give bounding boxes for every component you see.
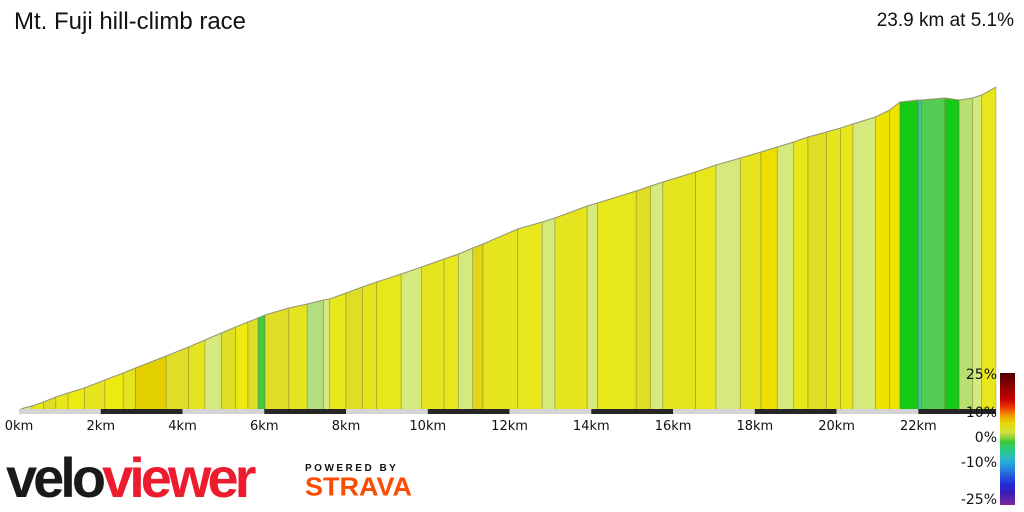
profile-segment	[662, 171, 696, 411]
scale-bar-segment	[591, 409, 674, 414]
scale-bar-segment	[19, 409, 101, 414]
page-title: Mt. Fuji hill-climb race	[14, 8, 247, 35]
profile-segment	[586, 202, 598, 411]
profile-segment	[852, 116, 876, 411]
profile-segment	[188, 339, 206, 411]
profile-segment	[306, 299, 324, 411]
profile-segment	[165, 346, 190, 411]
gradient-legend-label: -10%	[960, 454, 997, 471]
x-tick-label: 4km	[168, 419, 196, 434]
profile-segment	[67, 387, 85, 411]
veloviewer-logo-viewer: viewer	[102, 446, 256, 509]
profile-segment	[695, 164, 717, 411]
scale-bar-segment	[509, 409, 592, 414]
profile-segment	[541, 217, 556, 411]
x-tick-label: 20km	[818, 419, 855, 434]
profile-segment	[204, 332, 222, 411]
profile-segment	[650, 181, 664, 411]
x-tick-label: 0km	[5, 419, 33, 434]
profile-segment	[517, 221, 543, 411]
profile-segment	[235, 321, 249, 411]
gradient-legend-label: 0%	[974, 429, 997, 446]
profile-segment	[793, 136, 809, 411]
scale-bar-segment	[754, 409, 837, 414]
profile-segment	[875, 109, 891, 411]
scale-bar-segment	[346, 409, 428, 414]
profile-segment	[55, 392, 69, 411]
profile-segment	[220, 326, 237, 411]
scale-bar-segment	[100, 409, 183, 414]
profile-segment	[921, 97, 946, 411]
profile-segment	[443, 253, 459, 411]
profile-segment	[899, 99, 919, 411]
profile-segment	[972, 94, 983, 411]
profile-segment	[288, 303, 308, 411]
profile-segment	[981, 86, 997, 411]
veloviewer-logo-velo: velo	[6, 446, 106, 509]
gradient-legend-label: -25%	[960, 492, 997, 508]
profile-segment	[264, 307, 290, 411]
profile-segment	[31, 401, 44, 411]
ride-summary: 23.9 km at 5.1%	[876, 10, 1014, 31]
scale-bar-segment	[836, 409, 919, 414]
x-tick-label: 22km	[900, 419, 937, 434]
profile-segment	[376, 273, 402, 411]
profile-segment	[776, 141, 795, 411]
profile-segment	[958, 97, 974, 411]
profile-segment	[889, 101, 901, 411]
gradient-legend-bar	[1000, 373, 1015, 505]
x-tick-label: 18km	[736, 419, 773, 434]
profile-segment	[482, 228, 519, 411]
profile-segment	[807, 131, 827, 411]
x-tick-label: 12km	[491, 419, 528, 434]
strava-wordmark: STRAVA	[305, 472, 412, 502]
scale-bar-segment	[918, 409, 996, 414]
profile-segment	[840, 123, 854, 411]
x-tick-label: 10km	[409, 419, 446, 434]
profile-segment	[345, 286, 363, 411]
profile-segment	[421, 258, 445, 411]
profile-segment	[597, 190, 637, 411]
profile-segment	[825, 127, 842, 411]
profile-segment	[122, 367, 136, 411]
profile-segment	[917, 99, 922, 411]
profile-segment	[43, 396, 57, 411]
profile-segment	[740, 151, 762, 411]
scale-bar-segment	[673, 409, 755, 414]
profile-segment	[135, 355, 167, 411]
profile-segment	[247, 317, 259, 411]
profile-top-edge	[18, 86, 997, 411]
profile-segment	[400, 266, 423, 411]
profile-segment	[554, 205, 588, 411]
profile-segment	[635, 185, 651, 411]
x-tick-label: 8km	[332, 419, 360, 434]
x-tick-label: 16km	[655, 419, 692, 434]
scale-bar-segment	[182, 409, 265, 414]
profile-segment	[458, 247, 474, 411]
x-tick-label: 2km	[87, 419, 115, 434]
profile-segment	[715, 157, 741, 411]
profile-segment	[472, 243, 484, 411]
profile-segment	[257, 314, 266, 411]
profile-segment	[329, 292, 347, 411]
profile-segment	[944, 97, 960, 411]
powered-by-label: POWERED BY	[305, 463, 399, 474]
gradient-legend-label: 10%	[965, 404, 997, 421]
veloviewer-logo[interactable]: veloviewer	[6, 446, 256, 509]
gradient-legend-label: 25%	[965, 367, 997, 383]
profile-segment	[362, 281, 378, 411]
scale-bar-segment	[264, 409, 347, 414]
profile-segment	[323, 298, 331, 411]
x-tick-label: 6km	[250, 419, 278, 434]
profile-segment	[760, 146, 778, 411]
strava-logo[interactable]: POWERED BY STRAVA	[305, 463, 412, 500]
scale-bar-segment	[427, 409, 510, 414]
x-tick-label: 14km	[573, 419, 610, 434]
